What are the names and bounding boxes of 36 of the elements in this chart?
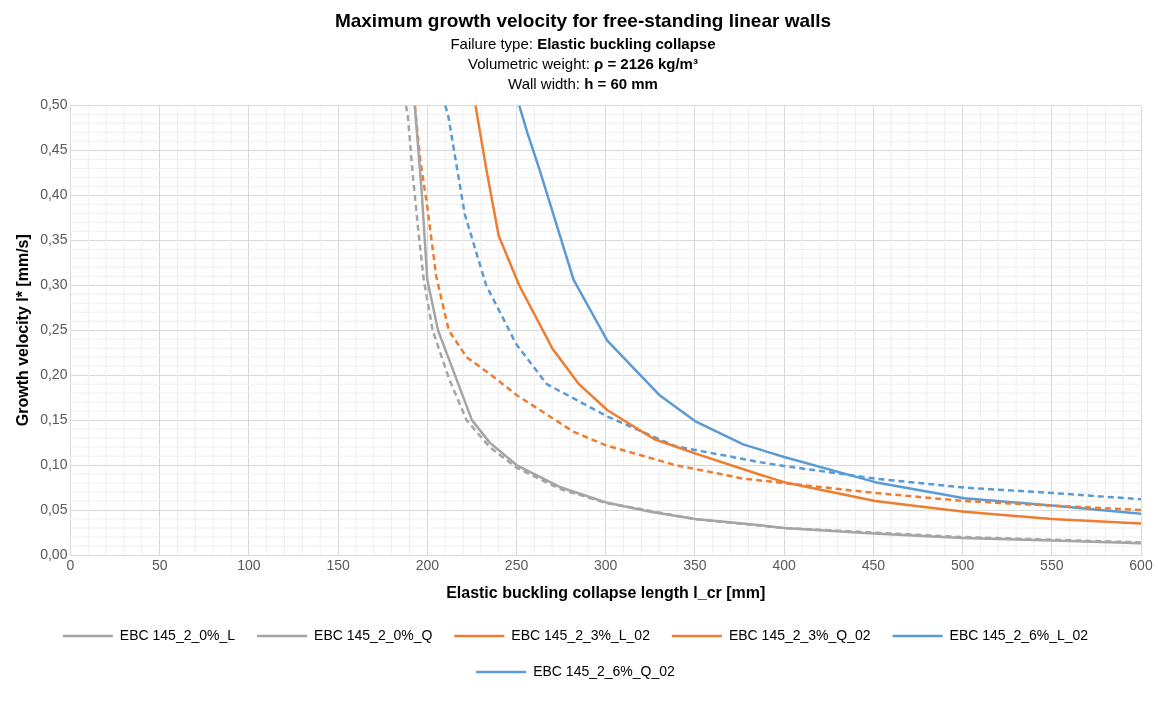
x-tick-label: 600: [1129, 557, 1153, 574]
text: Wall width: h = 60 mm: [508, 75, 658, 92]
legend-label: EBC 145_2_3%_L_02: [511, 626, 651, 643]
legend-label: EBC 145_2_3%_Q_02: [728, 626, 871, 643]
y-tick-label: 0,15: [40, 410, 68, 427]
y-tick-label: 0,50: [40, 96, 68, 113]
x-tick-label: 150: [326, 557, 350, 574]
legend-label: EBC 145_2_0%_L: [119, 626, 236, 643]
x-tick-label: 450: [861, 557, 886, 574]
x-tick-label: 300: [594, 557, 618, 574]
x-tick-label: 500: [950, 557, 975, 574]
y-tick-label: 0,35: [40, 231, 68, 248]
x-tick-label: 250: [504, 557, 529, 574]
y-tick-label: 0,45: [40, 141, 68, 158]
legend-label: EBC 145_2_6%_L_02: [949, 626, 1089, 643]
y-tick-label: 0,25: [40, 321, 68, 338]
x-tick-label: 350: [683, 557, 707, 574]
text: Failure type: Elastic buckling collapse: [450, 35, 716, 52]
y-axis-title: Growth velocity l* [mm/s]: [14, 234, 32, 427]
legend-label: EBC 145_2_6%_Q_02: [533, 662, 676, 679]
x-tick-label: 400: [772, 557, 797, 574]
y-tick-label: 0,05: [40, 500, 68, 517]
x-tick-label: 0: [66, 557, 75, 574]
y-tick-label: 0,30: [40, 276, 68, 293]
x-tick-label: 50: [151, 557, 168, 574]
x-axis-title: Elastic buckling collapse length l_cr [mm]: [446, 583, 766, 601]
y-tick-label: 0,40: [40, 186, 68, 203]
x-tick-label: 200: [415, 557, 440, 574]
legend-label: EBC 145_2_0%_Q: [314, 626, 433, 643]
x-tick-label: 100: [237, 557, 261, 574]
y-tick-label: 0,20: [40, 366, 68, 383]
y-tick-label: 0,00: [40, 545, 68, 562]
y-tick-label: 0,10: [40, 455, 68, 472]
chart-title: Maximum growth velocity for free-standing linear walls: [333, 10, 833, 32]
x-tick-label: 550: [1040, 557, 1064, 574]
text: Volumetric weight: ρ = 2126 kg/m³: [468, 55, 698, 72]
